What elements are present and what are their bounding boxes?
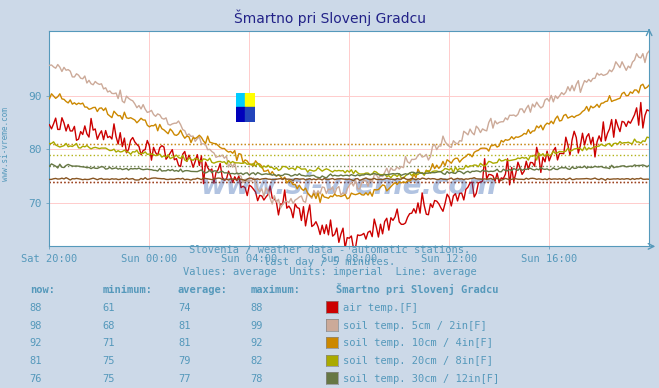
Text: 61: 61 [102, 303, 115, 313]
Text: 88: 88 [250, 303, 263, 313]
Text: now:: now: [30, 285, 55, 295]
Text: 92: 92 [250, 338, 263, 348]
Text: 68: 68 [102, 320, 115, 331]
Text: 99: 99 [250, 320, 263, 331]
Text: www.si-vreme.com: www.si-vreme.com [201, 172, 498, 200]
Text: air temp.[F]: air temp.[F] [343, 303, 418, 313]
Text: Values: average  Units: imperial  Line: average: Values: average Units: imperial Line: av… [183, 267, 476, 277]
Text: minimum:: minimum: [102, 285, 152, 295]
Text: 76: 76 [30, 374, 42, 384]
Text: 88: 88 [30, 303, 42, 313]
Text: 74: 74 [178, 303, 190, 313]
Text: soil temp. 10cm / 4in[F]: soil temp. 10cm / 4in[F] [343, 338, 493, 348]
Text: 81: 81 [30, 356, 42, 366]
Text: 75: 75 [102, 374, 115, 384]
Text: average:: average: [178, 285, 228, 295]
Bar [245, 107, 254, 122]
Text: soil temp. 5cm / 2in[F]: soil temp. 5cm / 2in[F] [343, 320, 486, 331]
Text: 92: 92 [30, 338, 42, 348]
Bar [245, 93, 254, 107]
Text: www.si-vreme.com: www.si-vreme.com [1, 107, 10, 180]
Bar [236, 93, 245, 107]
Text: soil temp. 20cm / 8in[F]: soil temp. 20cm / 8in[F] [343, 356, 493, 366]
Text: Slovenia / weather data - automatic stations.: Slovenia / weather data - automatic stat… [189, 245, 470, 255]
Text: soil temp. 30cm / 12in[F]: soil temp. 30cm / 12in[F] [343, 374, 499, 384]
Text: Šmartno pri Slovenj Gradcu: Šmartno pri Slovenj Gradcu [233, 9, 426, 26]
Text: 81: 81 [178, 338, 190, 348]
Text: last day / 5 minutes.: last day / 5 minutes. [264, 256, 395, 267]
Text: 98: 98 [30, 320, 42, 331]
Text: 77: 77 [178, 374, 190, 384]
Text: maximum:: maximum: [250, 285, 301, 295]
Bar [236, 107, 245, 122]
Text: 71: 71 [102, 338, 115, 348]
Text: 82: 82 [250, 356, 263, 366]
Text: 81: 81 [178, 320, 190, 331]
Text: Šmartno pri Slovenj Gradcu: Šmartno pri Slovenj Gradcu [336, 283, 499, 295]
Text: 78: 78 [250, 374, 263, 384]
Text: 79: 79 [178, 356, 190, 366]
Text: 75: 75 [102, 356, 115, 366]
